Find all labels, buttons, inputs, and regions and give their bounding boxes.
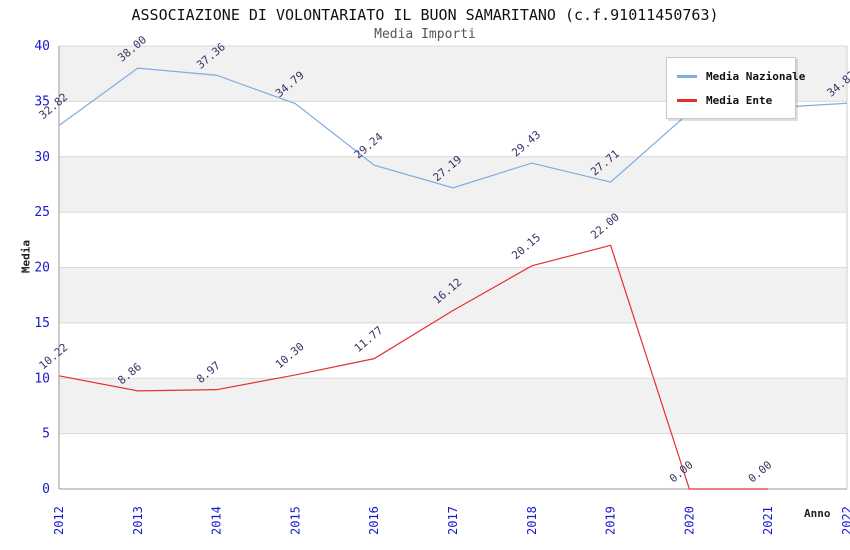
svg-text:2015: 2015 — [288, 506, 302, 535]
svg-text:22.00: 22.00 — [588, 210, 622, 241]
chart-subtitle: Media Importi — [374, 27, 476, 42]
legend-line-swatch-red — [677, 98, 697, 102]
legend: Media Nazionale Media Ente — [666, 57, 805, 119]
svg-text:2016: 2016 — [367, 506, 381, 535]
svg-text:2012: 2012 — [52, 506, 66, 535]
svg-text:25: 25 — [34, 205, 50, 220]
legend-item-media-nazionale: Media Nazionale — [677, 67, 805, 85]
svg-text:30: 30 — [34, 150, 50, 165]
svg-text:2022: 2022 — [840, 506, 850, 535]
y-tick-labels: 0 5 10 15 20 25 30 35 40 — [34, 39, 50, 497]
svg-text:2014: 2014 — [210, 506, 224, 535]
legend-label: Media Ente — [706, 93, 773, 107]
legend-line-swatch-blue — [677, 74, 697, 78]
svg-text:11.77: 11.77 — [352, 324, 386, 355]
svg-text:20.15: 20.15 — [509, 231, 543, 262]
svg-text:2020: 2020 — [682, 506, 696, 535]
svg-text:15: 15 — [34, 316, 50, 331]
svg-text:10.22: 10.22 — [37, 341, 71, 372]
svg-text:35: 35 — [34, 94, 50, 109]
plot-bands — [59, 46, 847, 434]
svg-text:0.00: 0.00 — [746, 458, 775, 485]
series-value-labels-media-ente: 10.228.86 8.9710.3011.7716.1220.1522.000.… — [37, 210, 775, 485]
svg-text:0.00: 0.00 — [667, 458, 696, 485]
svg-text:2019: 2019 — [604, 506, 618, 535]
x-tick-labels: 2012 2013 2014 2015 2016 2017 2018 2019 2020 2021… — [52, 506, 850, 535]
svg-text:2013: 2013 — [131, 506, 145, 535]
series-line-media-ente — [58, 244, 769, 490]
svg-text:0: 0 — [42, 482, 50, 497]
svg-text:2017: 2017 — [446, 506, 460, 535]
x-axis-title: Anno — [804, 507, 831, 520]
legend-item-media-ente: Media Ente — [677, 91, 795, 109]
chart-title: ASSOCIAZIONE DI VOLONTARIATO IL BUON SAM… — [131, 6, 719, 24]
svg-text:29.43: 29.43 — [509, 128, 543, 159]
legend-label: Media Nazionale — [706, 69, 806, 83]
svg-text:10.30: 10.30 — [273, 340, 307, 371]
svg-text:40: 40 — [34, 39, 50, 54]
svg-text:5: 5 — [42, 427, 50, 442]
svg-text:20: 20 — [34, 261, 50, 276]
svg-text:2018: 2018 — [525, 506, 539, 535]
svg-text:10: 10 — [34, 371, 50, 386]
svg-text:2021: 2021 — [761, 506, 775, 535]
y-axis-title: Media — [19, 239, 33, 274]
